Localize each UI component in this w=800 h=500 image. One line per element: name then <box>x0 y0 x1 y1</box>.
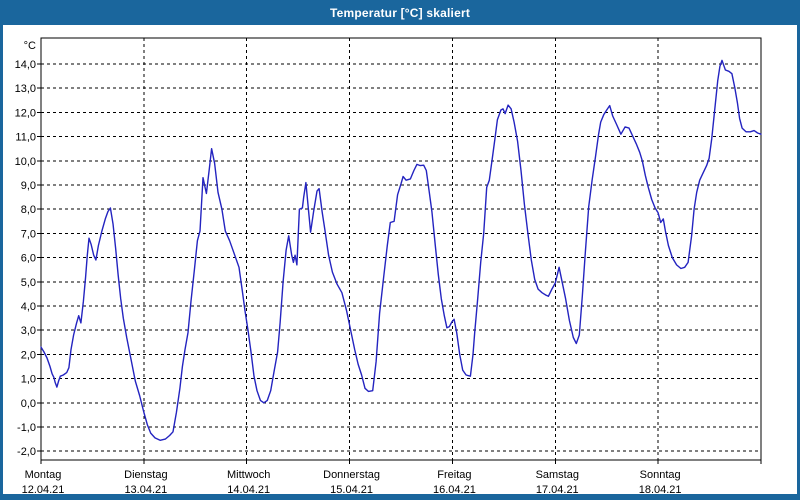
window-title: Temperatur [°C] skaliert <box>329 5 471 20</box>
day-name-label: Montag <box>25 469 62 481</box>
day-name-label: Dienstag <box>124 469 167 481</box>
y-tick-label: 0,0 <box>21 398 36 410</box>
y-tick-label: 14,0 <box>15 59 36 71</box>
temperature-chart: °C 14,0 13,0 12,0 11,0 10,0 9,0 8,0 7,0 6,0 5,0 4,0… <box>15 37 762 496</box>
y-tick-label: 11,0 <box>15 132 36 144</box>
gridlines <box>41 38 761 460</box>
temperature-line <box>40 59 762 441</box>
y-tick-label: 4,0 <box>21 301 36 313</box>
y-tick-label: -1,0 <box>17 422 36 434</box>
day-name-label: Mittwoch <box>227 469 270 481</box>
day-date-label: 15.04.21 <box>330 484 373 496</box>
day-name-label: Sonntag <box>640 469 681 481</box>
y-tick-label: 1,0 <box>21 374 36 386</box>
window-border-bottom <box>0 494 800 500</box>
y-tick-label: 7,0 <box>21 228 36 240</box>
window-titlebar: Temperatur [°C] skaliert <box>0 0 800 25</box>
y-tick-label: 10,0 <box>15 156 36 168</box>
x-axis-labels: Montag 12.04.21 Dienstag 13.04.21 Mittwoch 14… <box>22 469 682 496</box>
day-name-label: Donnerstag <box>323 469 380 481</box>
day-date-label: 18.04.21 <box>639 484 682 496</box>
day-date-label: 14.04.21 <box>227 484 270 496</box>
y-tick-label: -2,0 <box>17 446 36 458</box>
day-date-label: 12.04.21 <box>22 484 65 496</box>
day-date-label: 17.04.21 <box>536 484 579 496</box>
axis-ticks <box>37 63 762 464</box>
window-border-right <box>797 25 800 500</box>
y-tick-label: 12,0 <box>15 107 36 119</box>
y-tick-label: 9,0 <box>21 180 36 192</box>
y-axis-labels: °C 14,0 13,0 12,0 11,0 10,0 9,0 8,0 7,0 6,0 5,0 4,0… <box>15 40 36 458</box>
window-border-left <box>0 25 3 500</box>
day-name-label: Freitag <box>437 469 471 481</box>
y-tick-label: 5,0 <box>21 277 36 289</box>
y-tick-label: 3,0 <box>21 325 36 337</box>
y-tick-label: 8,0 <box>21 204 36 216</box>
y-tick-label: 6,0 <box>21 253 36 265</box>
day-date-label: 16.04.21 <box>433 484 476 496</box>
plot-area[interactable] <box>40 37 762 461</box>
y-tick-label: 13,0 <box>15 83 36 95</box>
y-axis-unit-label: °C <box>24 40 36 52</box>
day-date-label: 13.04.21 <box>124 484 167 496</box>
day-name-label: Samstag <box>536 469 579 481</box>
y-tick-label: 2,0 <box>21 349 36 361</box>
